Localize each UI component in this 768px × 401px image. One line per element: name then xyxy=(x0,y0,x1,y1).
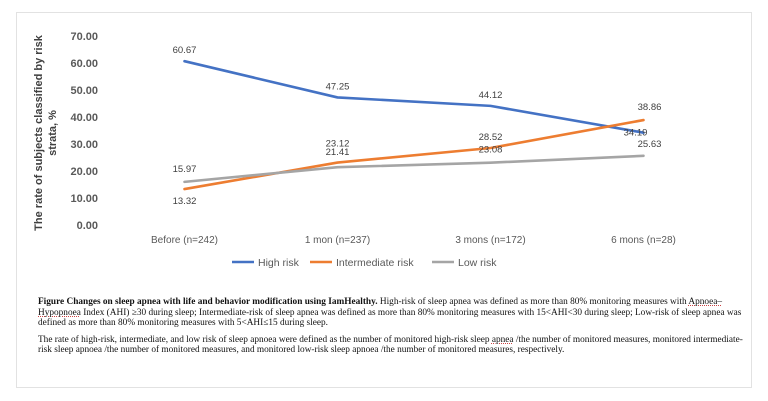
x-tick-label: 3 mons (n=172) xyxy=(455,235,525,246)
y-tick-label: 50.00 xyxy=(70,85,98,97)
series-line-high-risk xyxy=(183,59,645,134)
caption-title: Figure Changes on sleep apnea with life … xyxy=(38,297,378,307)
y-axis-label-line-2: strata, % xyxy=(47,110,59,156)
caption-text-1c: Index (AHI) ≥30 during sleep; Intermedia… xyxy=(38,307,742,329)
legend-label: Intermediate risk xyxy=(336,257,414,269)
y-axis-label: The rate of subjects classified by risk … xyxy=(33,34,59,231)
y-tick-label: 20.00 xyxy=(70,166,98,178)
legend-label: Low risk xyxy=(458,257,497,269)
figure-frame xyxy=(16,12,752,388)
data-labels: 60.67 47.25 44.12 34.19 13.32 23.12 28.52 38.86… xyxy=(173,45,662,207)
data-label: 13.32 xyxy=(173,196,197,207)
y-tick-label: 40.00 xyxy=(70,112,98,124)
y-tick-label: 10.00 xyxy=(70,193,98,205)
y-tick-label: 0.00 xyxy=(77,220,98,232)
y-tick-label: 60.00 xyxy=(70,58,98,70)
x-axis-ticks: Before (n=242) 1 mon (n=237) 3 mons (n=172… xyxy=(151,235,676,246)
data-label: 25.63 xyxy=(638,139,662,150)
data-label: 60.67 xyxy=(173,45,197,56)
caption-text-2c: /the number of monitored measures, monit… xyxy=(38,334,743,356)
caption-term-apnea: apnea xyxy=(491,334,514,345)
data-label: 28.52 xyxy=(479,132,503,143)
figure-caption: Figure Changes on sleep apnea with life … xyxy=(38,297,746,362)
caption-paragraph-1: Figure Changes on sleep apnea with life … xyxy=(38,297,746,329)
legend: High risk Intermediate risk Low risk xyxy=(232,257,497,269)
caption-text-1a: High-risk of sleep apnea was defined as … xyxy=(379,297,687,307)
series-line-low-risk xyxy=(183,154,645,184)
data-label: 23.12 xyxy=(326,139,350,150)
y-axis-ticks: 0.00 10.00 20.00 30.00 40.00 50.00 60.00 70.00 xyxy=(70,31,98,232)
caption-text-2a: The rate of high-risk, intermediate, and… xyxy=(38,334,490,345)
caption-paragraph-2: The rate of high-risk, intermediate, and… xyxy=(38,335,746,356)
data-label: 38.86 xyxy=(638,102,662,113)
line-chart: The rate of subjects classified by risk … xyxy=(33,31,676,269)
x-tick-label: 1 mon (n=237) xyxy=(305,235,370,246)
y-tick-label: 70.00 xyxy=(70,31,98,43)
caption-term-apnoea: Apnoea–Hypopnoea xyxy=(38,297,722,318)
series-lines xyxy=(183,59,645,191)
series-line-intermediate-risk xyxy=(183,118,645,191)
data-label: 44.12 xyxy=(479,90,503,101)
x-tick-label: Before (n=242) xyxy=(151,235,218,246)
y-tick-label: 30.00 xyxy=(70,139,98,151)
legend-label: High risk xyxy=(258,257,300,269)
data-label: 21.41 xyxy=(326,147,350,158)
data-label: 34.19 xyxy=(624,128,648,139)
data-label: 15.97 xyxy=(173,164,197,175)
y-axis-label-line-1: The rate of subjects classified by risk xyxy=(33,34,45,231)
data-label: 23.08 xyxy=(479,145,503,156)
x-tick-label: 6 mons (n=28) xyxy=(611,235,676,246)
data-label: 47.25 xyxy=(326,81,350,92)
